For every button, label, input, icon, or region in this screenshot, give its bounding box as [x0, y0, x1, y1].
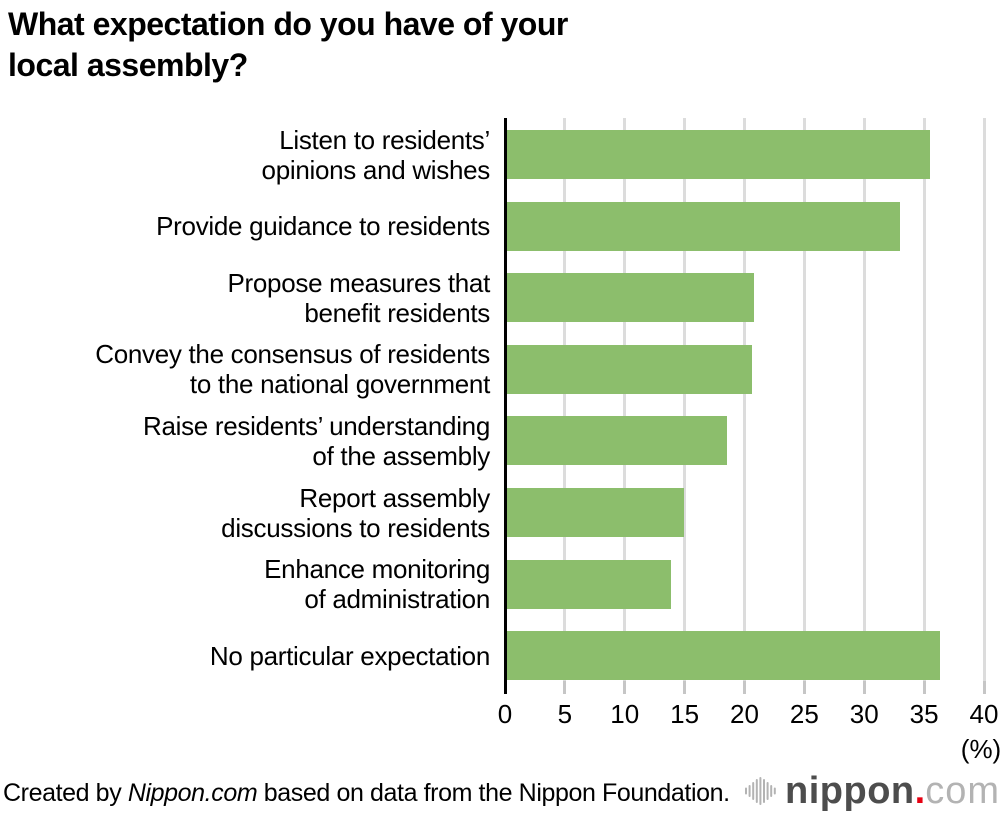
credit-prefix: Created by	[3, 779, 128, 807]
tickmark-15	[683, 681, 687, 694]
gridline-10	[623, 118, 627, 681]
logo-text-com: com	[925, 769, 1000, 812]
bar-6	[507, 559, 672, 609]
logo-text-nippon: nippon	[785, 769, 915, 812]
plot-area	[503, 118, 986, 694]
category-label-0: Listen to residents’ opinions and wishes	[261, 124, 491, 185]
tickmark-35	[922, 681, 926, 694]
tickmark-5	[563, 681, 567, 694]
x-tick-label-20: 20	[730, 699, 759, 729]
category-label-2: Propose measures that benefit residents	[227, 267, 490, 328]
x-tick-label-10: 10	[610, 699, 640, 729]
y-axis-line	[504, 118, 507, 694]
bar-3	[507, 344, 753, 394]
x-tick-label-25: 25	[789, 699, 819, 729]
category-label-6: Enhance monitoring of administration	[264, 554, 490, 615]
bar-5	[507, 488, 685, 537]
gridline-30	[862, 118, 866, 681]
bar-7	[507, 631, 941, 681]
gridline-35	[922, 118, 926, 681]
gridline-40	[982, 118, 986, 681]
soundwave-icon	[745, 777, 776, 805]
x-tick-label-40: 40	[969, 699, 999, 729]
category-label-5: Report assembly discussions to residents	[221, 482, 490, 543]
tickmark-10	[623, 681, 627, 694]
tickmark-40	[982, 681, 986, 694]
chart-title: What expectation do you have of your loc…	[8, 6, 568, 83]
credit-text: Created by Nippon.com based on data from…	[3, 779, 730, 808]
tickmark-25	[802, 681, 806, 694]
x-tick-label-15: 15	[670, 699, 700, 729]
gridline-20	[743, 118, 746, 681]
category-label-3: Convey the consensus of residents to the…	[95, 339, 490, 400]
x-tick-label-5: 5	[557, 699, 573, 729]
credit-suffix: based on data from the Nippon Foundation…	[257, 779, 730, 807]
bar-1	[507, 201, 900, 251]
category-label-4: Raise residents’ understanding of the as…	[142, 410, 490, 471]
x-tick-label-0: 0	[497, 699, 513, 729]
bar-2	[507, 273, 754, 323]
gridline-25	[802, 118, 806, 681]
gridline-5	[563, 118, 567, 681]
logo-red-dot: .	[914, 769, 926, 812]
axis-unit-label: (%)	[960, 734, 1000, 764]
tickmark-20	[743, 681, 746, 694]
x-tick-label-30: 30	[849, 699, 879, 729]
gridline-15	[683, 118, 687, 681]
x-tick-label-35: 35	[909, 699, 939, 729]
bar-0	[507, 130, 930, 179]
category-label-7: No particular expectation	[209, 640, 490, 671]
tickmark-30	[862, 681, 866, 694]
bar-4	[507, 416, 728, 466]
nippon-logo: nippon. com	[744, 769, 1000, 813]
credit-brand: Nippon.com	[127, 779, 258, 807]
tickmark-0	[503, 681, 507, 694]
category-label-1: Provide guidance to residents	[156, 211, 490, 242]
